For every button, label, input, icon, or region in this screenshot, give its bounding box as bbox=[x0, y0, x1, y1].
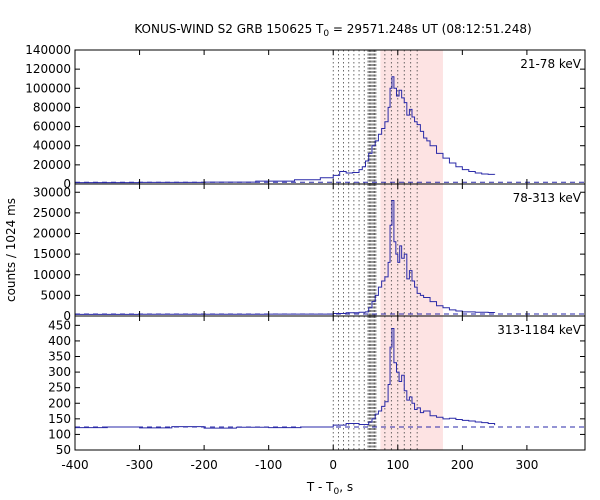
y-tick-label: 400 bbox=[48, 334, 71, 348]
y-tick-label: 250 bbox=[48, 381, 71, 395]
x-tick-label: 100 bbox=[386, 458, 409, 472]
y-tick-label: 60000 bbox=[33, 120, 71, 134]
y-tick-label: 20000 bbox=[33, 227, 71, 241]
y-tick-label: 0 bbox=[63, 309, 71, 323]
y-tick-label: 120000 bbox=[25, 62, 71, 76]
chart-title: KONUS-WIND S2 GRB 150625 T0 = 29571.248s… bbox=[134, 22, 531, 39]
y-tick-label: 0 bbox=[63, 177, 71, 191]
y-tick-label: 30000 bbox=[33, 185, 71, 199]
light-curve bbox=[75, 76, 496, 184]
y-tick-label: 150 bbox=[48, 412, 71, 426]
y-tick-label: 80000 bbox=[33, 100, 71, 114]
panel-frame bbox=[74, 49, 586, 185]
y-tick-label: 350 bbox=[48, 350, 71, 364]
x-tick-label: 200 bbox=[451, 458, 474, 472]
x-axis-title: T - T0, s bbox=[306, 480, 353, 497]
energy-band-label: 78-313 keV bbox=[513, 191, 582, 205]
y-tick-label: 20000 bbox=[33, 158, 71, 172]
x-tick-label: -100 bbox=[255, 458, 282, 472]
x-tick-label: -300 bbox=[126, 458, 153, 472]
panel-frame bbox=[74, 315, 586, 451]
y-tick-label: 450 bbox=[48, 318, 71, 332]
x-tick-label: -400 bbox=[61, 458, 88, 472]
energy-band-label: 313-1184 keV bbox=[497, 323, 581, 337]
panel-1: 0 20000 40000 60000 80000 100000 120000 140000 2… bbox=[25, 43, 586, 191]
highlight-interval bbox=[380, 316, 443, 450]
light-curve bbox=[75, 200, 496, 315]
y-tick-label: 100000 bbox=[25, 81, 71, 95]
y-axis-title: counts / 1024 ms bbox=[4, 198, 18, 302]
y-tick-label: 40000 bbox=[33, 139, 71, 153]
y-tick-label: 140000 bbox=[25, 43, 71, 57]
y-tick-label: 5000 bbox=[40, 288, 71, 302]
y-tick-label: 15000 bbox=[33, 247, 71, 261]
light-curve bbox=[75, 327, 496, 429]
highlight-interval bbox=[380, 184, 443, 316]
energy-band-label: 21-78 keV bbox=[520, 57, 582, 71]
x-tick-label: -200 bbox=[190, 458, 217, 472]
panel-frame bbox=[74, 183, 586, 317]
y-tick-label: 300 bbox=[48, 365, 71, 379]
y-tick-label: 10000 bbox=[33, 268, 71, 282]
panel-2: 0 5000 10000 15000 20000 25000 30000 78-313 keV bbox=[33, 183, 586, 323]
y-tick-label: 100 bbox=[48, 427, 71, 441]
y-tick-label: 25000 bbox=[33, 206, 71, 220]
y-tick-label: 200 bbox=[48, 396, 71, 410]
y-tick-label: 50 bbox=[56, 443, 71, 457]
x-tick-label: 300 bbox=[515, 458, 538, 472]
x-tick-label: 0 bbox=[329, 458, 337, 472]
